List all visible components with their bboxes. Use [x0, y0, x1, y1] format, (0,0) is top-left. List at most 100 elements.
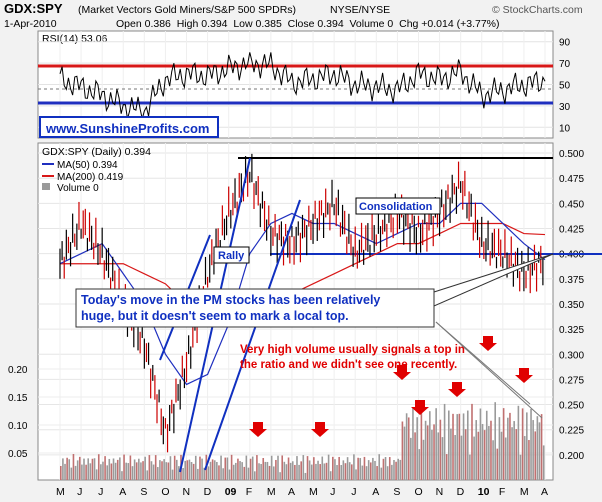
volume-bar — [403, 426, 406, 480]
volume-annotation-line2: the ratio and we didn't see one recently… — [240, 359, 457, 371]
volume-bar — [110, 463, 113, 480]
volume-bar — [338, 456, 340, 480]
volume-bar — [504, 437, 507, 480]
volume-bar — [135, 462, 138, 480]
x-axis-tick-labels: M J J A S O N D 09 F M A M J J A S O N D 10 F M A — [56, 486, 548, 498]
volume-bar — [519, 454, 522, 480]
volume-bar — [439, 419, 442, 480]
rsi-tick-label: 50 — [559, 81, 571, 92]
volume-bar — [498, 417, 501, 480]
volume-bar — [374, 460, 376, 480]
rally-label: Rally — [218, 250, 245, 262]
x-tick-label: O — [414, 486, 422, 498]
volume-bar — [466, 410, 469, 480]
volume-bar — [192, 463, 195, 480]
volume-bar — [344, 463, 347, 480]
volume-bar — [319, 464, 321, 480]
x-tick-label: S — [393, 486, 400, 498]
volume-bar — [526, 412, 528, 480]
volume-bar — [87, 458, 90, 480]
volume-bar — [91, 458, 94, 480]
volume-bar — [184, 460, 187, 480]
volume-bar — [542, 445, 545, 480]
volume-bar — [114, 462, 117, 480]
volume-bar — [361, 465, 364, 480]
x-tick-label: F — [246, 486, 252, 498]
volume-bar — [64, 463, 66, 480]
volume-bar — [127, 463, 130, 480]
volume-bar — [241, 462, 243, 480]
volume-bar — [277, 455, 279, 480]
volume-arrow — [479, 336, 497, 351]
price-bars — [59, 153, 544, 453]
volume-bar — [464, 429, 467, 480]
volume-bar — [175, 459, 178, 480]
volume-bar — [131, 466, 134, 480]
volume-bar — [281, 455, 284, 480]
volume-bar — [458, 413, 461, 480]
volume-bar — [479, 408, 482, 480]
x-tick-label: N — [183, 486, 191, 498]
volume-bar — [182, 467, 184, 480]
volume-arrow — [515, 368, 533, 383]
volume-bar — [258, 463, 260, 480]
volume-bar — [291, 461, 294, 480]
volume-bar — [62, 458, 64, 480]
volume-bar — [112, 458, 115, 480]
volume-bar — [481, 424, 484, 480]
volume-arrow — [448, 382, 466, 397]
x-tick-label: A — [541, 486, 548, 498]
volume-bar — [405, 413, 408, 480]
volume-bar — [148, 455, 151, 480]
volume-bar — [313, 457, 315, 480]
volume-bar — [232, 464, 235, 480]
volume-bar — [367, 460, 370, 480]
volume-bar — [323, 463, 326, 480]
volume-bar — [220, 455, 222, 480]
volume-bar — [163, 459, 165, 480]
volume-bar — [249, 458, 252, 480]
volume-bar — [304, 472, 307, 480]
main-annotation-box — [75, 288, 435, 328]
x-tick-label: J — [351, 486, 356, 498]
volume-bar — [171, 469, 174, 480]
volume-bar — [418, 449, 421, 480]
volume-bar — [146, 470, 149, 480]
volume-bar — [530, 408, 532, 480]
volume-bar — [488, 426, 490, 480]
description-label: (Market Vectors Gold Miners/S&P 500 SPDR… — [78, 4, 296, 16]
volume-bar — [296, 456, 298, 480]
volume-bar — [66, 457, 68, 480]
x-tick-label: M — [267, 486, 276, 498]
volume-bar — [445, 454, 448, 480]
main-annotation-pointer — [433, 253, 554, 307]
volume-bar — [108, 458, 111, 480]
volume-bar — [435, 408, 437, 480]
volume-bar — [353, 454, 355, 480]
volume-bar — [78, 456, 81, 480]
volume-bar — [283, 461, 286, 480]
volume-bar — [121, 471, 123, 480]
volume-bar — [169, 456, 172, 480]
volume-bar — [399, 459, 402, 480]
volume-bar — [256, 455, 258, 480]
main-annotation-line1: Today's move in the PM stocks has been r… — [81, 293, 380, 307]
volume-bar — [397, 458, 399, 480]
volume-bar — [142, 461, 144, 480]
volume-bar — [68, 459, 71, 480]
volume-bar — [266, 461, 269, 480]
volume-bar — [260, 463, 262, 480]
volume-bar — [272, 466, 275, 480]
volume-bar — [534, 431, 537, 480]
x-tick-label: A — [288, 486, 295, 498]
rsi-tick-label: 30 — [559, 102, 571, 113]
x-tick-label: M — [56, 486, 65, 498]
volume-bar — [422, 439, 425, 480]
x-tick-label: M — [309, 486, 318, 498]
volume-bar — [340, 465, 343, 480]
volume-bar — [226, 457, 229, 480]
rsi-tick-label: 90 — [559, 38, 571, 49]
volume-bar — [302, 455, 305, 480]
